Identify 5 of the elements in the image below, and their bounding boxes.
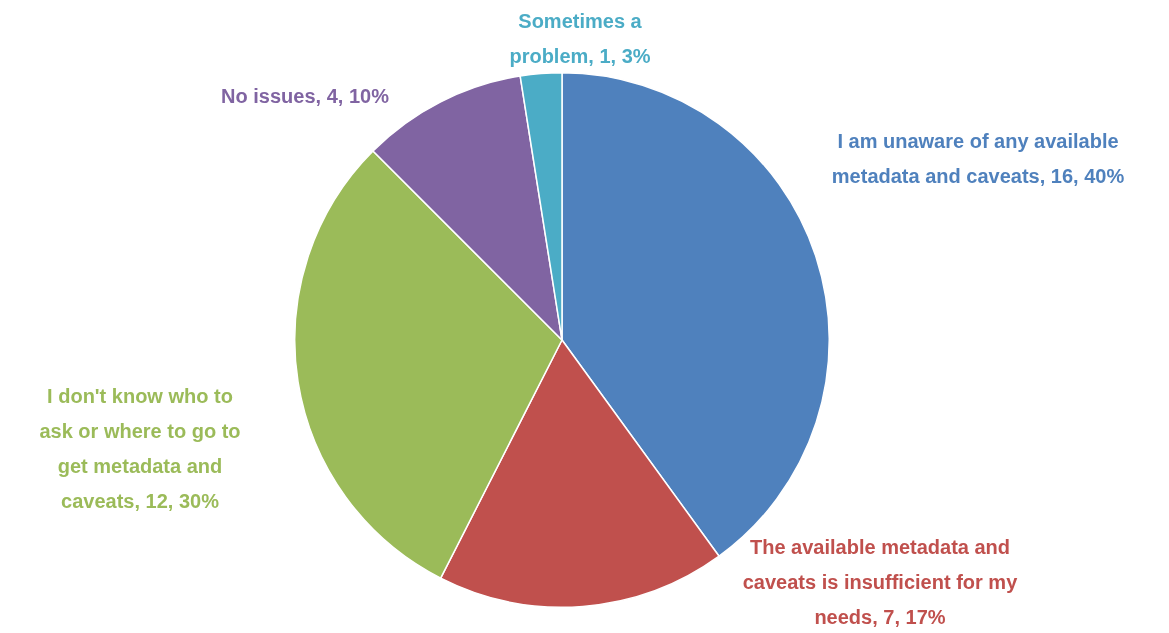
slice-label: The available metadata and caveats is insufficient for my needs, 7, 17%	[742, 535, 1019, 628]
slice-label: No issues, 4, 10%	[221, 84, 390, 107]
slice-label: I am unaware of any available metadata and caveats, 16, 40%	[831, 129, 1125, 187]
slice-label: Sometimes a problem, 1, 3%	[509, 9, 651, 67]
slice-label: I don't know who to ask or where to go to get metadata and caveats, 12, 30%	[39, 384, 241, 512]
